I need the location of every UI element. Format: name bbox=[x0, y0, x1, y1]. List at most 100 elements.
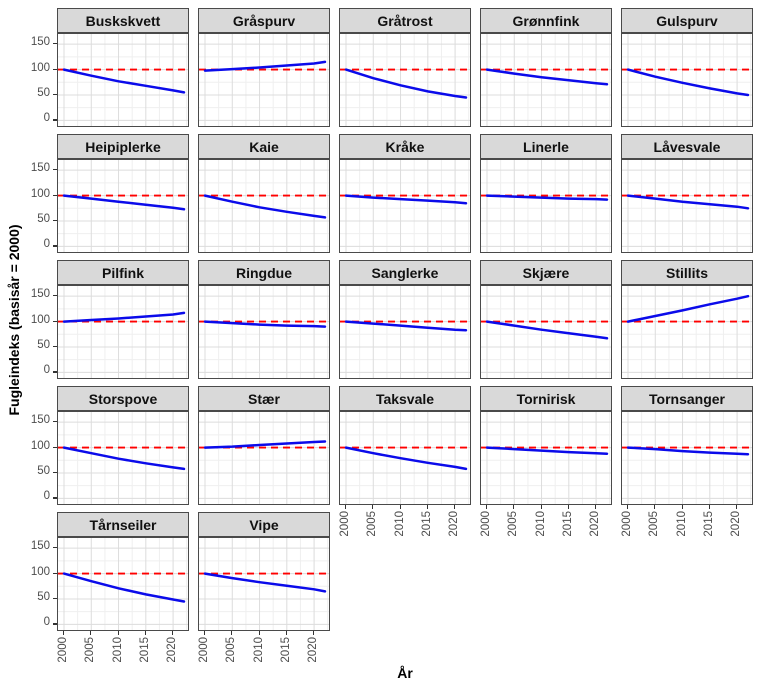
x-tick-mark bbox=[258, 631, 260, 635]
y-tick-mark bbox=[53, 623, 57, 625]
x-tick-mark bbox=[595, 505, 597, 509]
y-tick-mark bbox=[53, 572, 57, 574]
trend-line-kråke bbox=[344, 194, 468, 205]
facet-strip-tornsanger: Tornsanger bbox=[621, 386, 753, 411]
facet-panel-skjære bbox=[480, 285, 612, 379]
facet-panel-tornsanger bbox=[621, 411, 753, 505]
facet-strip-gråspurv: Gråspurv bbox=[198, 8, 330, 33]
x-tick-mark bbox=[454, 505, 456, 509]
facet-strip-gråtrost: Gråtrost bbox=[339, 8, 471, 33]
x-tick-label: 2010 bbox=[534, 511, 547, 537]
facet-strip-stær: Stær bbox=[198, 386, 330, 411]
trend-line-grønnfink bbox=[485, 68, 609, 86]
facet-strip-buskskvett: Buskskvett bbox=[57, 8, 189, 33]
trend-line-gråtrost bbox=[344, 68, 468, 99]
x-tick-mark bbox=[345, 505, 347, 509]
x-tick-mark bbox=[540, 505, 542, 509]
x-tick-label: 2020 bbox=[448, 511, 461, 537]
x-tick-label: 2000 bbox=[621, 511, 633, 537]
x-tick-label: 2010 bbox=[111, 637, 124, 663]
y-tick-mark bbox=[53, 169, 57, 171]
facet-panel-gråtrost bbox=[339, 33, 471, 127]
trend-line-gulspurv bbox=[626, 68, 750, 97]
y-tick-label: 0 bbox=[43, 364, 50, 377]
x-tick-label: 2005 bbox=[507, 511, 520, 537]
x-tick-mark bbox=[231, 631, 233, 635]
x-tick-label: 2000 bbox=[480, 511, 492, 537]
x-tick-mark bbox=[486, 505, 488, 509]
trend-line-storspove bbox=[62, 446, 186, 471]
y-tick-mark bbox=[53, 43, 57, 45]
x-tick-mark bbox=[172, 631, 174, 635]
x-tick-label: 2005 bbox=[84, 637, 97, 663]
x-tick-label: 2000 bbox=[57, 637, 69, 663]
y-tick-label: 100 bbox=[30, 61, 50, 74]
y-tick-label: 0 bbox=[43, 490, 50, 503]
y-tick-mark bbox=[53, 119, 57, 121]
x-tick-label: 2010 bbox=[393, 511, 406, 537]
facet-panel-tornirisk bbox=[480, 411, 612, 505]
facet-strip-gulspurv: Gulspurv bbox=[621, 8, 753, 33]
facet-strip-vipe: Vipe bbox=[198, 512, 330, 537]
x-tick-mark bbox=[372, 505, 374, 509]
y-tick-label: 150 bbox=[30, 36, 50, 49]
x-tick-label: 2005 bbox=[366, 511, 379, 537]
facet-panel-kaie bbox=[198, 159, 330, 253]
x-tick-label: 2000 bbox=[339, 511, 351, 537]
y-tick-mark bbox=[53, 446, 57, 448]
facet-strip-ringdue: Ringdue bbox=[198, 260, 330, 285]
facet-panel-taksvale bbox=[339, 411, 471, 505]
facet-panel-heipiplerke bbox=[57, 159, 189, 253]
y-tick-mark bbox=[53, 471, 57, 474]
facet-strip-pilfink: Pilfink bbox=[57, 260, 189, 285]
trend-line-tornirisk bbox=[485, 446, 609, 455]
y-tick-label: 150 bbox=[30, 414, 50, 427]
y-tick-label: 0 bbox=[43, 616, 50, 629]
y-tick-label: 100 bbox=[30, 565, 50, 578]
facet-panel-storspove bbox=[57, 411, 189, 505]
x-axis-title: År bbox=[397, 665, 413, 681]
y-tick-mark bbox=[53, 497, 57, 499]
trend-line-linerle bbox=[485, 194, 609, 201]
trend-line-pilfink bbox=[62, 311, 186, 323]
x-tick-mark bbox=[399, 505, 401, 509]
trend-line-låvesvale bbox=[626, 194, 750, 210]
x-tick-label: 2015 bbox=[561, 511, 574, 537]
facet-strip-stillits: Stillits bbox=[621, 260, 753, 285]
facet-panel-vipe bbox=[198, 537, 330, 631]
facet-strip-heipiplerke: Heipiplerke bbox=[57, 134, 189, 159]
facet-panel-tårnseiler bbox=[57, 537, 189, 631]
y-tick-label: 0 bbox=[43, 112, 50, 125]
facet-panel-stillits bbox=[621, 285, 753, 379]
facet-panel-buskskvett bbox=[57, 33, 189, 127]
facet-strip-storspove: Storspove bbox=[57, 386, 189, 411]
y-tick-label: 150 bbox=[30, 162, 50, 175]
trend-line-kaie bbox=[203, 194, 327, 219]
x-tick-label: 2015 bbox=[420, 511, 433, 537]
trend-line-buskskvett bbox=[62, 68, 186, 94]
trend-line-taksvale bbox=[344, 446, 468, 471]
trend-line-stær bbox=[203, 440, 327, 449]
x-tick-mark bbox=[708, 505, 710, 509]
facet-panel-ringdue bbox=[198, 285, 330, 379]
y-tick-label: 50 bbox=[37, 86, 50, 99]
y-tick-mark bbox=[53, 597, 57, 600]
y-tick-mark bbox=[53, 194, 57, 196]
y-tick-mark bbox=[53, 219, 57, 222]
y-tick-label: 100 bbox=[30, 439, 50, 452]
facet-panel-låvesvale bbox=[621, 159, 753, 253]
y-tick-label: 50 bbox=[37, 590, 50, 603]
x-tick-mark bbox=[567, 505, 569, 509]
x-tick-mark bbox=[285, 631, 287, 635]
x-tick-label: 2005 bbox=[225, 637, 238, 663]
y-tick-mark bbox=[53, 245, 57, 247]
x-tick-label: 2015 bbox=[279, 637, 292, 663]
y-tick-label: 150 bbox=[30, 288, 50, 301]
x-tick-label: 2020 bbox=[730, 511, 743, 537]
facet-panel-gråspurv bbox=[198, 33, 330, 127]
trend-line-tårnseiler bbox=[62, 572, 186, 603]
y-tick-label: 0 bbox=[43, 238, 50, 251]
x-tick-mark bbox=[63, 631, 65, 635]
y-tick-label: 50 bbox=[37, 464, 50, 477]
